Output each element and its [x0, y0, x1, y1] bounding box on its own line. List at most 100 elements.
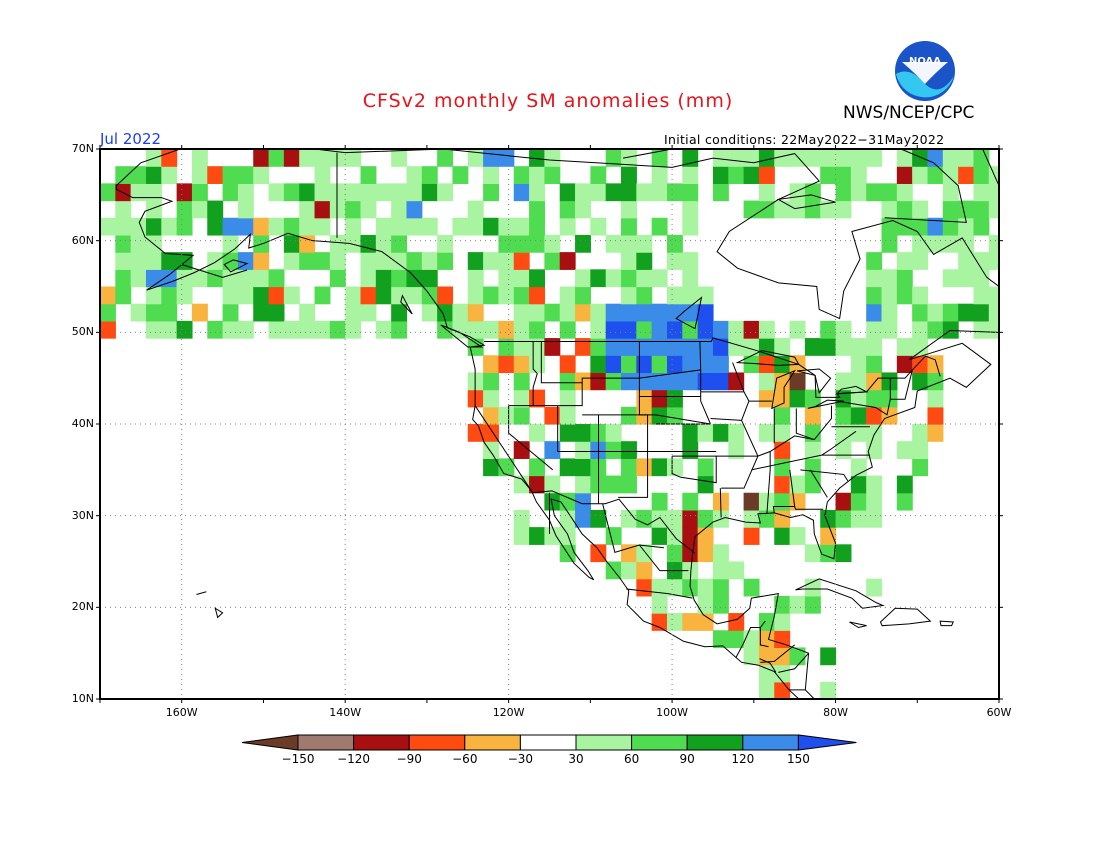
anomaly-cell: [712, 338, 729, 356]
anomaly-cell: [804, 578, 821, 597]
anomaly-cell: [896, 252, 913, 270]
anomaly-cell: [912, 200, 929, 219]
anomaly-cell: [651, 372, 668, 391]
chart-title: CFSv2 monthly SM anomalies (mm): [362, 90, 734, 112]
anomaly-cell: [575, 183, 591, 202]
anomaly-cell: [820, 509, 837, 528]
colorbar-arrow-right: [797, 734, 857, 751]
colorbar-arrow-left: [241, 734, 299, 751]
anomaly-cell: [942, 200, 959, 219]
anomaly-cell: [973, 320, 990, 339]
anomaly-cell: [437, 149, 454, 167]
anomaly-cell: [100, 217, 116, 236]
anomaly-cell: [421, 183, 438, 202]
anomaly-cell: [237, 269, 254, 288]
anomaly-cell: [391, 217, 408, 236]
anomaly-cell: [345, 234, 362, 253]
anomaly-cell: [697, 338, 714, 356]
anomaly-cell: [743, 166, 760, 184]
anomaly-cell: [483, 458, 500, 477]
anomaly-cell: [881, 269, 898, 288]
anomaly-cell: [789, 475, 806, 494]
anomaly-cell: [237, 320, 254, 339]
anomaly-cell: [621, 183, 637, 202]
anomaly-cell: [513, 355, 530, 374]
anomaly-cell: [988, 234, 999, 253]
anomaly-cell: [942, 166, 959, 184]
anomaly-cell: [360, 200, 377, 219]
anomaly-cell: [789, 527, 806, 545]
anomaly-cell: [973, 269, 990, 288]
anomaly-cell: [636, 406, 653, 425]
colorbar-swatch: [464, 734, 521, 751]
anomaly-cell: [483, 389, 500, 408]
anomaly-cell: [789, 647, 806, 666]
anomaly-cell: [697, 578, 714, 597]
anomaly-cell: [590, 303, 607, 322]
anomaly-cell: [529, 389, 545, 408]
anomaly-cell: [559, 509, 576, 528]
anomaly-cell: [651, 509, 668, 528]
anomaly-cell: [866, 492, 883, 511]
anomaly-cell: [927, 234, 944, 253]
anomaly-cell: [789, 389, 806, 408]
anomaly-cell: [513, 252, 530, 270]
anomaly-cell: [161, 149, 178, 167]
anomaly-cell: [804, 475, 821, 494]
anomaly-cell: [774, 200, 791, 219]
anomaly-cell: [467, 200, 484, 219]
longitude-tick-label: 80W: [823, 706, 848, 719]
anomaly-cell: [912, 149, 929, 167]
latitude-tick-label: 20N: [71, 600, 94, 614]
anomaly-cell: [621, 406, 637, 425]
anomaly-cell: [590, 355, 607, 374]
anomaly-cell: [360, 183, 377, 202]
anomaly-cell: [666, 183, 683, 202]
anomaly-cell: [621, 149, 637, 167]
anomaly-cell: [896, 269, 913, 288]
anomaly-cell: [866, 389, 883, 408]
anomaly-cell: [835, 492, 852, 511]
anomaly-cell: [636, 509, 653, 528]
anomaly-cell: [682, 286, 699, 305]
anomaly-cell: [789, 492, 806, 511]
anomaly-cell: [513, 509, 530, 528]
anomaly-cell: [896, 183, 913, 202]
colorbar-swatch: [686, 734, 744, 751]
anomaly-cell: [942, 149, 959, 167]
anomaly-cell: [912, 441, 929, 459]
anomaly-cell: [253, 217, 270, 236]
anomaly-cell: [697, 509, 714, 528]
anomaly-cell: [483, 406, 500, 425]
anomaly-cell: [253, 286, 270, 305]
anomaly-cell: [237, 166, 254, 184]
latitude-tick-label: 50N: [71, 325, 94, 339]
anomaly-cell: [237, 286, 254, 305]
anomaly-cell: [636, 286, 653, 305]
anomaly-cell: [483, 166, 500, 184]
anomaly-cell: [912, 166, 929, 184]
anomaly-cell: [774, 338, 791, 356]
anomaly-cell: [835, 200, 852, 219]
anomaly-cell: [360, 234, 377, 253]
noaa-logo-text: NOAA: [909, 56, 941, 67]
anomaly-cell: [621, 166, 637, 184]
anomaly-cell: [774, 630, 791, 649]
anomaly-cell: [820, 166, 837, 184]
anomaly-cell: [452, 166, 469, 184]
anomaly-cell: [483, 252, 500, 270]
anomaly-cell: [636, 183, 653, 202]
anomaly-cell: [728, 630, 745, 649]
anomaly-cell: [299, 252, 316, 270]
colorbar-swatch: [519, 734, 577, 751]
anomaly-cell: [728, 372, 745, 391]
anomaly-cell: [728, 149, 745, 167]
anomaly-cell: [850, 509, 867, 528]
anomaly-cell: [881, 320, 898, 339]
anomaly-cell: [758, 509, 775, 528]
anomaly-cell: [467, 286, 484, 305]
anomaly-cell: [820, 527, 837, 545]
colorbar-swatch: [575, 734, 633, 751]
anomaly-cell: [666, 544, 683, 563]
anomaly-cell: [866, 320, 883, 339]
